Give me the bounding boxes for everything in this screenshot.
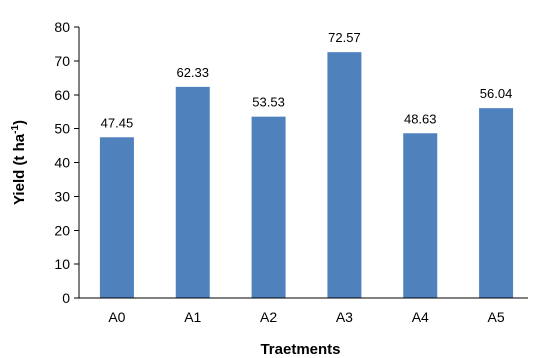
y-tick-label: 0 [62, 290, 70, 306]
y-axis-title-superscript: -1 [10, 125, 21, 134]
data-label-a5: 56.04 [480, 86, 513, 101]
y-tick-label: 60 [54, 87, 70, 103]
x-tick-label: A5 [488, 309, 505, 325]
y-tick-label: 20 [54, 222, 70, 238]
x-tick-label: A3 [336, 309, 353, 325]
x-axis-title: Traetments [260, 341, 340, 358]
x-tick-label: A0 [108, 309, 125, 325]
bar-a0 [99, 137, 134, 298]
y-tick-label: 10 [54, 256, 70, 272]
x-axis-ticks: A0 A1 A2 A3 A4 A5 [108, 309, 505, 325]
x-tick-label: A4 [412, 309, 429, 325]
bar-a3 [327, 52, 362, 298]
y-tick-label: 30 [54, 188, 70, 204]
bars [99, 52, 514, 299]
data-label-a1: 62.33 [176, 65, 209, 80]
data-label-a2: 53.53 [252, 95, 285, 110]
y-tick-label: 40 [54, 155, 70, 171]
y-tick-label: 70 [54, 53, 70, 69]
data-labels: 47.45 62.33 53.53 72.57 48.63 56.04 [101, 30, 513, 130]
y-axis-title-main: Yield (t ha [11, 133, 28, 205]
x-tick-label: A1 [184, 309, 201, 325]
data-label-a0: 47.45 [101, 115, 134, 130]
bar-a5 [479, 108, 514, 299]
bar-a1 [175, 86, 210, 299]
data-label-a4: 48.63 [404, 111, 437, 126]
data-label-a3: 72.57 [328, 30, 361, 45]
y-axis-title: Yield (t ha-1) [10, 120, 28, 205]
bar-a2 [251, 116, 286, 299]
y-tick-label: 80 [54, 19, 70, 35]
x-tick-label: A2 [260, 309, 277, 325]
bar-a4 [403, 133, 438, 298]
y-axis-title-close: ) [11, 120, 28, 125]
y-axis-ticks: 0 10 20 30 40 50 60 70 80 [54, 19, 79, 306]
y-tick-label: 50 [54, 121, 70, 137]
